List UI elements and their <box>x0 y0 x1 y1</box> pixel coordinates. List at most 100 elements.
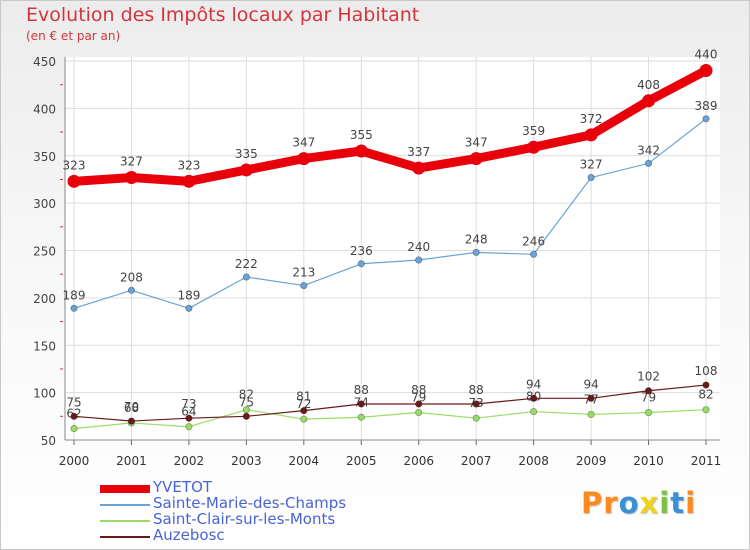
logo-letter: x <box>639 486 660 520</box>
data-point-auzebosc <box>472 400 480 408</box>
legend-label: Saint-Clair-sur-les-Monts <box>153 510 336 528</box>
data-point-sainte-marie <box>587 173 595 182</box>
data-label-auzebosc: 88 <box>469 383 484 397</box>
data-point-saint-clair <box>644 408 653 417</box>
data-point-saint-clair <box>70 425 78 433</box>
data-point-saint-clair <box>702 406 710 414</box>
y-tick-label: 300 <box>33 197 56 211</box>
data-label-sainte-marie: 240 <box>407 240 430 254</box>
data-point-sainte-marie <box>415 256 423 264</box>
logo-letter: i <box>659 486 671 520</box>
data-point-sainte-marie <box>644 159 653 167</box>
data-point-yvetot <box>412 161 426 175</box>
legend-label: YVETOT <box>153 478 213 496</box>
data-point-sainte-marie <box>472 248 480 256</box>
y-tick-label: 100 <box>33 387 56 401</box>
y-tick-label: 150 <box>33 339 56 353</box>
data-label-auzebosc: 73 <box>181 397 196 411</box>
x-tick-label: 2007 <box>461 454 492 468</box>
x-tick-label: 2005 <box>346 454 377 468</box>
data-point-yvetot <box>699 63 713 77</box>
data-point-saint-clair <box>587 410 595 419</box>
data-label-auzebosc: 75 <box>66 395 81 409</box>
chart-subtitle: (en € et par an) <box>26 29 121 43</box>
data-label-yvetot: 355 <box>350 128 373 142</box>
logo-letter: o <box>618 486 640 520</box>
legend-label: Auzebosc <box>153 526 225 544</box>
data-label-saint-clair: 79 <box>641 391 656 405</box>
data-point-sainte-marie <box>300 281 308 290</box>
data-point-yvetot <box>124 171 138 185</box>
data-label-sainte-marie: 246 <box>522 234 545 248</box>
data-point-sainte-marie <box>127 286 136 294</box>
data-point-auzebosc <box>530 394 538 402</box>
y-tick-label: 200 <box>33 292 56 306</box>
y-tick-label: 50 <box>41 434 56 448</box>
data-point-auzebosc <box>242 412 250 420</box>
y-tick-label: 450 <box>33 55 56 69</box>
data-point-auzebosc <box>644 387 653 395</box>
chart-title: Evolution des Impôts locaux par Habitant <box>26 4 420 26</box>
legend-swatch <box>100 536 150 538</box>
data-label-sainte-marie: 389 <box>695 99 718 113</box>
x-tick-label: 2003 <box>231 454 262 468</box>
legend-swatch <box>100 485 150 493</box>
data-label-sainte-marie: 342 <box>637 143 660 157</box>
data-label-sainte-marie: 213 <box>292 266 315 280</box>
series-line-auzebosc <box>73 384 707 422</box>
data-point-yvetot <box>297 152 311 166</box>
data-point-auzebosc <box>357 400 365 408</box>
data-label-saint-clair: 79 <box>411 391 426 405</box>
data-label-sainte-marie: 189 <box>177 288 200 302</box>
data-label-yvetot: 327 <box>120 155 143 169</box>
x-tick-label: 2009 <box>576 454 607 468</box>
data-label-auzebosc: 94 <box>526 377 541 391</box>
series-line-saint-clair <box>73 409 707 430</box>
legend-label: Sainte-Marie-des-Champs <box>153 494 347 512</box>
data-point-sainte-marie <box>357 260 365 268</box>
logo-letter: P <box>581 486 604 520</box>
data-label-yvetot: 323 <box>63 158 86 172</box>
data-label-sainte-marie: 236 <box>350 244 373 258</box>
data-point-auzebosc <box>300 407 308 415</box>
x-tick-label: 2002 <box>174 454 205 468</box>
data-label-yvetot: 335 <box>235 147 258 161</box>
data-label-auzebosc: 81 <box>296 390 311 404</box>
data-label-yvetot: 408 <box>637 78 660 92</box>
data-label-yvetot: 323 <box>177 158 200 172</box>
data-point-auzebosc <box>70 412 78 420</box>
data-point-saint-clair <box>185 423 193 431</box>
data-point-saint-clair <box>300 415 308 423</box>
y-tick-label: 350 <box>33 150 56 164</box>
data-point-yvetot <box>642 94 656 108</box>
data-label-auzebosc: 70 <box>124 400 139 414</box>
data-point-sainte-marie <box>70 304 78 312</box>
logo-letter: i <box>685 486 697 520</box>
data-point-yvetot <box>469 152 483 166</box>
legend-swatch <box>100 520 150 522</box>
proxiti-logo: Proxiti <box>581 486 696 520</box>
x-tick-label: 2010 <box>633 454 664 468</box>
data-point-saint-clair <box>357 413 365 421</box>
data-label-auzebosc: 102 <box>637 370 660 384</box>
data-point-saint-clair <box>472 414 480 422</box>
x-tick-label: 2000 <box>59 454 90 468</box>
data-label-saint-clair: 64 <box>181 405 196 419</box>
data-label-auzebosc: 108 <box>695 364 718 378</box>
data-label-sainte-marie: 208 <box>120 270 143 284</box>
logo-letter: r <box>603 486 619 520</box>
data-label-sainte-marie: 222 <box>235 257 258 271</box>
data-point-auzebosc <box>127 417 136 425</box>
data-label-auzebosc: 75 <box>239 395 254 409</box>
data-label-saint-clair: 82 <box>239 388 254 402</box>
data-label-auzebosc: 94 <box>583 377 598 391</box>
data-point-yvetot <box>354 144 368 158</box>
data-point-saint-clair <box>530 407 538 416</box>
data-point-sainte-marie <box>242 273 250 281</box>
data-label-sainte-marie: 189 <box>63 288 86 302</box>
data-label-saint-clair: 68 <box>124 401 139 415</box>
data-point-saint-clair <box>415 408 423 417</box>
data-point-sainte-marie <box>702 115 710 123</box>
data-point-sainte-marie <box>530 250 538 258</box>
